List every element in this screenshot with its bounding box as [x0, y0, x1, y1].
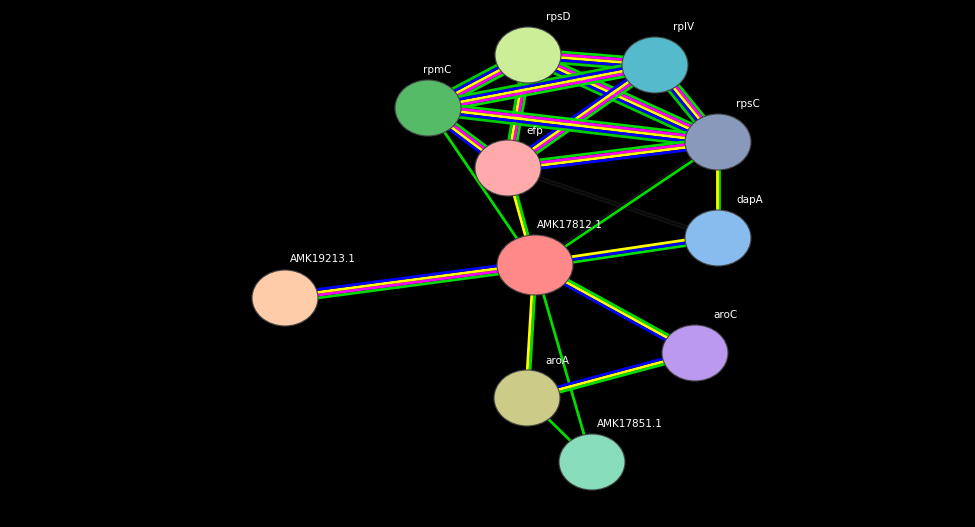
Ellipse shape — [497, 235, 573, 295]
Text: rplV: rplV — [673, 22, 694, 32]
Text: AMK19213.1: AMK19213.1 — [290, 254, 356, 264]
Text: rpsC: rpsC — [736, 99, 760, 109]
Text: aroC: aroC — [713, 310, 737, 320]
Ellipse shape — [559, 434, 625, 490]
Text: AMK17851.1: AMK17851.1 — [597, 419, 663, 429]
Ellipse shape — [622, 37, 688, 93]
Ellipse shape — [395, 80, 461, 136]
Ellipse shape — [662, 325, 728, 381]
Ellipse shape — [252, 270, 318, 326]
Text: aroA: aroA — [545, 356, 569, 366]
Text: dapA: dapA — [736, 195, 762, 205]
Ellipse shape — [475, 140, 541, 196]
Ellipse shape — [685, 114, 751, 170]
Text: AMK17812.1: AMK17812.1 — [537, 220, 603, 230]
Ellipse shape — [494, 370, 560, 426]
Text: efp: efp — [526, 126, 543, 136]
Text: rpsD: rpsD — [546, 12, 570, 22]
Ellipse shape — [495, 27, 561, 83]
Text: rpmC: rpmC — [423, 65, 451, 75]
Ellipse shape — [685, 210, 751, 266]
